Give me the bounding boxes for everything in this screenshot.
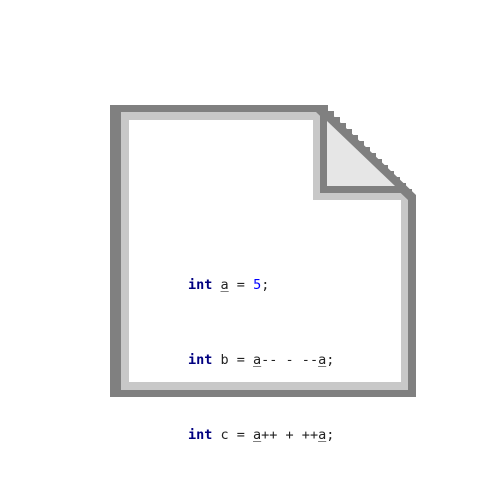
- code-token: ;: [326, 352, 335, 368]
- code-token: -- - --: [261, 352, 319, 368]
- code-token: a: [253, 352, 262, 368]
- folded-corner-inner: [327, 121, 395, 186]
- folded-corner-edge: [322, 105, 412, 195]
- document-page: [129, 120, 401, 382]
- code-line: int a = 5;: [188, 273, 334, 298]
- code-token: a: [220, 277, 229, 293]
- code-token: int: [188, 277, 213, 293]
- code-token: =: [228, 277, 254, 293]
- code-token: ;: [326, 427, 335, 443]
- code-token: ++ + ++: [261, 427, 319, 443]
- code-token: ;: [261, 277, 270, 293]
- code-token: a: [253, 427, 262, 443]
- code-line: int b = a-- - --a;: [188, 348, 334, 373]
- code-token: int: [188, 427, 213, 443]
- code-token: [212, 277, 220, 293]
- code-token: a: [318, 427, 327, 443]
- code-snippet: int a = 5; int b = a-- - --a; int c = a+…: [188, 223, 334, 498]
- code-token: b =: [212, 352, 254, 368]
- code-token: int: [188, 352, 213, 368]
- code-token: c =: [212, 427, 254, 443]
- code-token: 5: [253, 277, 262, 293]
- code-line: int c = a++ + ++a;: [188, 423, 334, 448]
- code-token: a: [318, 352, 327, 368]
